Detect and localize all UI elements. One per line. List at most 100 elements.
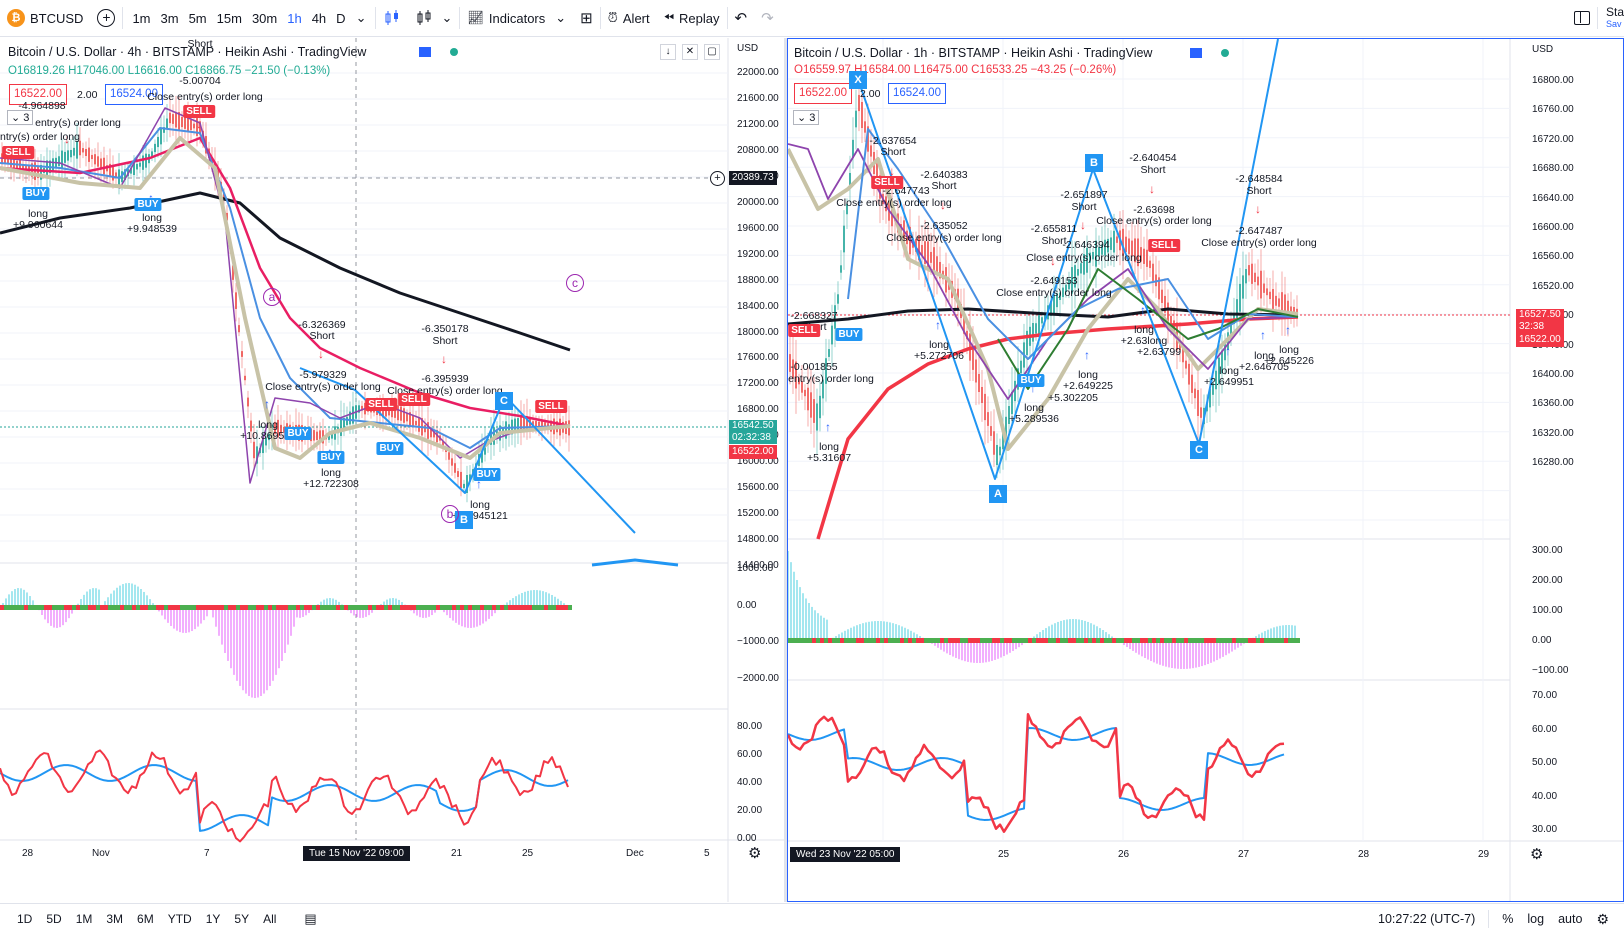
- settings-gear-icon[interactable]: ⚙: [1530, 846, 1544, 863]
- right-buy-price[interactable]: 16524.00: [888, 83, 946, 104]
- compare-button[interactable]: +: [90, 0, 122, 37]
- timeframe-30m[interactable]: 30m: [251, 10, 278, 26]
- price-tick-label: 17600.00: [737, 352, 779, 364]
- maximize-icon[interactable]: ▢: [704, 44, 720, 60]
- macd-signal-dot: [1272, 638, 1276, 643]
- range-1d[interactable]: 1D: [17, 912, 33, 926]
- range-all[interactable]: All: [263, 912, 277, 926]
- buy-signal-badge[interactable]: BUY: [317, 451, 345, 464]
- buy-signal-badge[interactable]: BUY: [835, 328, 863, 341]
- chart-type-button[interactable]: ⌄: [408, 0, 459, 37]
- timeframe-d[interactable]: D: [336, 10, 346, 26]
- macd-signal-dot: [1048, 638, 1052, 643]
- sell-signal-badge[interactable]: SELL: [365, 398, 397, 411]
- range-5y[interactable]: 5Y: [234, 912, 250, 926]
- timeframe-dropdown-icon[interactable]: ⌄: [355, 10, 367, 25]
- templates-button[interactable]: ⊞: [573, 0, 600, 37]
- right-chart-pane[interactable]: ↓ ↓ ↓ ↓ ↓ ↓ ↑ ↑ ↑ ↑ ↑ ↑ ↑ ↑ Bitcoin / U.S. Dollar · 1…: [787, 38, 1624, 902]
- right-sell-price[interactable]: 16522.00: [794, 83, 852, 104]
- macd-signal-dot: [1236, 638, 1240, 643]
- long-arrow-icon: ↑: [1030, 381, 1036, 395]
- left-chart-pane[interactable]: ↓↓↓↓↑↑↑↑↑ Bitcoin / U.S. Dollar · 4h · B…: [0, 38, 784, 902]
- left-currency-label[interactable]: USD: [737, 43, 759, 54]
- sell-signal-badge[interactable]: SELL: [788, 324, 820, 337]
- wave-point-tag[interactable]: C: [495, 392, 513, 410]
- symbol-search[interactable]: ₿ BTCUSD: [0, 0, 90, 37]
- replay-button[interactable]: ⏪︎ Replay: [657, 0, 727, 37]
- sell-signal-badge[interactable]: SELL: [1148, 239, 1180, 252]
- scroll-down-icon[interactable]: ↓: [660, 44, 676, 60]
- buy-signal-badge[interactable]: BUY: [134, 198, 162, 211]
- sell-signal-badge[interactable]: SELL: [2, 146, 34, 159]
- timeframe-4h[interactable]: 4h: [311, 10, 327, 26]
- elliott-wave-label[interactable]: c: [566, 274, 584, 292]
- strategy-annotation: long: [470, 499, 490, 511]
- clock-time[interactable]: 10:27:22 (UTC-7): [1378, 912, 1476, 926]
- wave-point-tag[interactable]: B: [1085, 154, 1103, 172]
- wave-point-tag[interactable]: C: [1190, 441, 1208, 459]
- macd-signal-dot: [240, 605, 244, 610]
- range-1m[interactable]: 1M: [75, 912, 93, 926]
- timeframe-5m[interactable]: 5m: [188, 10, 207, 26]
- alert-button[interactable]: ⏰︎ Alert: [601, 0, 657, 37]
- elliott-wave-label[interactable]: b: [441, 505, 459, 523]
- macd-signal-dot: [84, 605, 88, 610]
- candle-body: [145, 153, 147, 168]
- timeframe-1m[interactable]: 1m: [132, 10, 151, 26]
- strategy-annotation: long: [1254, 350, 1274, 362]
- macd-signal-dot: [832, 638, 836, 643]
- settings-gear-icon[interactable]: ⚙: [1596, 910, 1609, 927]
- candle-body: [1248, 265, 1250, 276]
- candle-body: [798, 377, 800, 385]
- pane-divider[interactable]: [784, 38, 787, 902]
- range-ytd[interactable]: YTD: [167, 912, 192, 926]
- timeframe-15m[interactable]: 15m: [216, 10, 242, 26]
- buy-signal-badge[interactable]: BUY: [1017, 374, 1045, 387]
- elliott-wave-label[interactable]: a: [263, 288, 281, 306]
- wave-point-tag[interactable]: X: [849, 71, 867, 89]
- left-buy-price[interactable]: 16524.00: [105, 84, 163, 105]
- candles-icon: [385, 10, 399, 25]
- range-6m[interactable]: 6M: [137, 912, 154, 926]
- buy-signal-badge[interactable]: BUY: [22, 187, 50, 200]
- right-indicators-toggle[interactable]: ⌄ 3: [793, 110, 820, 125]
- close-icon[interactable]: ✕: [682, 44, 698, 60]
- timeframe-3m[interactable]: 3m: [160, 10, 179, 26]
- timeframe-1h[interactable]: 1h: [287, 10, 302, 26]
- time-tick-label: 7: [204, 848, 210, 859]
- left-indicators-toggle[interactable]: ⌄ 3: [7, 110, 34, 125]
- strategy-annotation: +10.869543: [240, 430, 296, 442]
- crosshair-plus-icon[interactable]: +: [710, 171, 725, 186]
- buy-signal-badge[interactable]: BUY: [376, 442, 404, 455]
- buy-signal-badge[interactable]: BUY: [473, 468, 501, 481]
- range-3m[interactable]: 3M: [106, 912, 124, 926]
- wave-point-tag[interactable]: B: [455, 511, 473, 529]
- undo-button[interactable]: ↶: [728, 0, 755, 37]
- right-currency-label[interactable]: USD: [1532, 44, 1554, 55]
- settings-gear-icon[interactable]: ⚙: [748, 845, 762, 862]
- sell-signal-badge[interactable]: SELL: [398, 393, 430, 406]
- sell-signal-badge[interactable]: SELL: [871, 176, 903, 189]
- buy-signal-badge[interactable]: BUY: [284, 427, 312, 440]
- sell-signal-badge[interactable]: SELL: [535, 400, 567, 413]
- layout-button[interactable]: [1567, 0, 1597, 37]
- left-sell-price[interactable]: 16522.00: [9, 84, 67, 105]
- save-layout-button[interactable]: Sta Sav: [1598, 0, 1624, 37]
- date-range-icon[interactable]: ▤: [304, 911, 317, 926]
- range-1y[interactable]: 1Y: [205, 912, 221, 926]
- sell-signal-badge[interactable]: SELL: [183, 105, 215, 118]
- macd-signal-dot: [1184, 638, 1188, 643]
- auto-toggle[interactable]: auto: [1558, 912, 1583, 926]
- range-5d[interactable]: 5D: [46, 912, 62, 926]
- log-toggle[interactable]: log: [1527, 912, 1545, 926]
- indicators-button[interactable]: 📈︎ Indicators ⌄: [460, 0, 573, 37]
- wave-point-tag[interactable]: A: [989, 485, 1007, 503]
- candle-body: [1263, 283, 1265, 293]
- candle-body: [855, 110, 857, 128]
- macd-signal-dot: [796, 638, 800, 643]
- candle-body: [1197, 390, 1199, 416]
- percent-toggle[interactable]: %: [1502, 912, 1514, 926]
- candles-style-button[interactable]: [376, 0, 408, 37]
- redo-button[interactable]: ↷: [754, 0, 781, 37]
- price-tick-label: 22000.00: [737, 67, 779, 78]
